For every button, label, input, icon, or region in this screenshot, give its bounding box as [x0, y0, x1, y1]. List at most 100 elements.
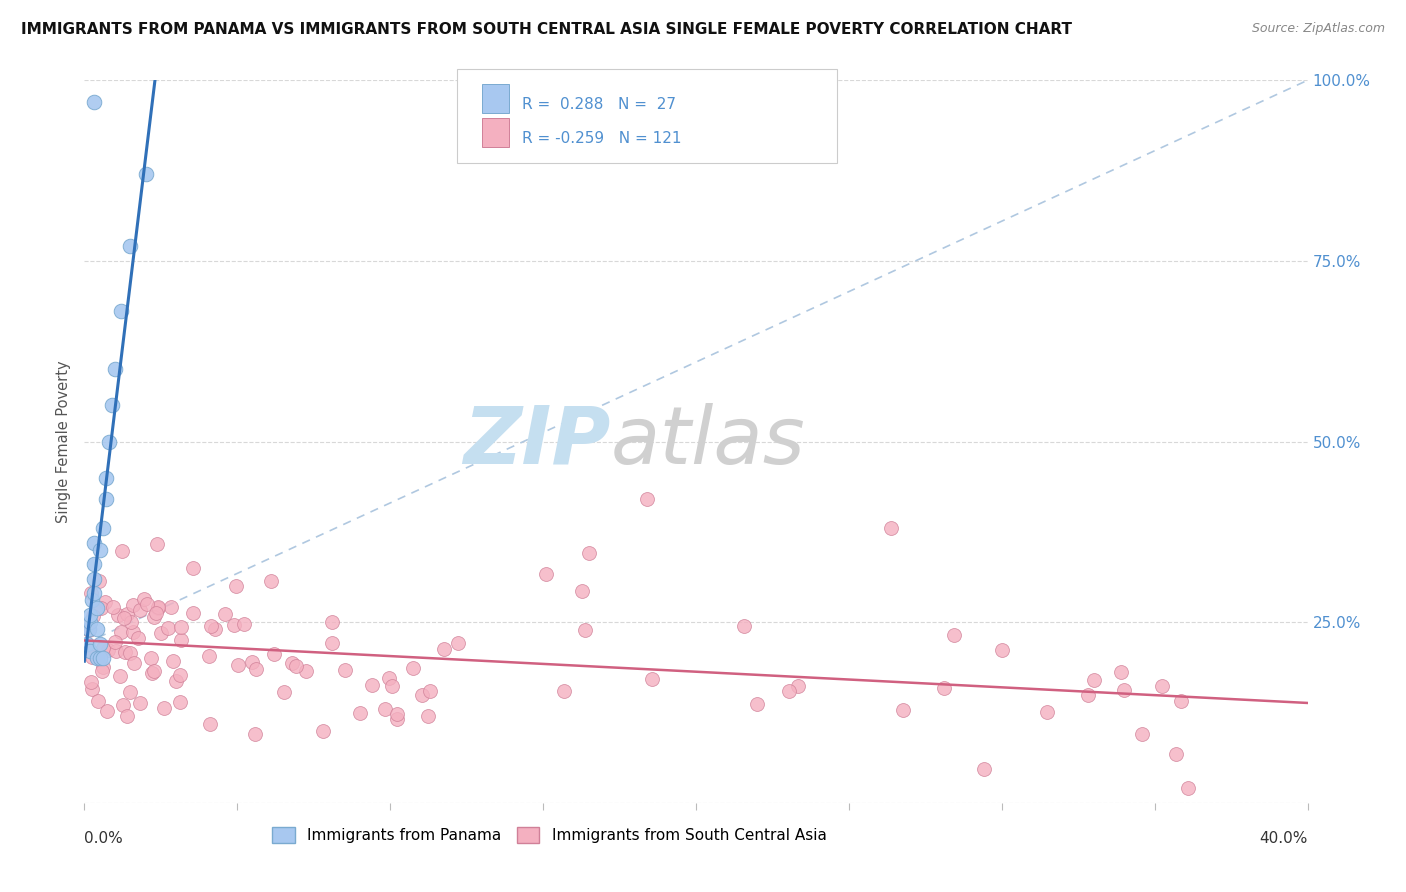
Point [120, 239, 142, 253]
Point [87, 693, 110, 707]
Point [80, 593, 103, 607]
Point [110, 304, 132, 318]
Point [110, 544, 132, 558]
Point [145, 606, 167, 620]
Point [411, 688, 433, 702]
Point [378, 671, 401, 685]
Point [107, 607, 129, 622]
Point [103, 600, 125, 615]
Point [360, 678, 382, 692]
Point [162, 654, 184, 668]
Text: atlas: atlas [610, 402, 806, 481]
Point [891, 703, 914, 717]
Point [1083, 673, 1105, 688]
Point [105, 644, 128, 658]
Point [127, 631, 149, 645]
Point [143, 610, 166, 624]
Point [574, 623, 596, 637]
Point [115, 607, 138, 621]
Point [943, 628, 966, 642]
Point [79, 644, 101, 658]
Point [263, 648, 285, 662]
Point [84, 649, 107, 664]
Point [104, 362, 127, 376]
Point [416, 709, 439, 723]
Point [86, 651, 108, 665]
Text: IMMIGRANTS FROM PANAMA VS IMMIGRANTS FROM SOUTH CENTRAL ASIA SINGLE FEMALE POVER: IMMIGRANTS FROM PANAMA VS IMMIGRANTS FRO… [21, 22, 1073, 37]
Point [1170, 694, 1192, 708]
Point [374, 702, 396, 716]
Point [110, 669, 132, 683]
Point [157, 622, 180, 636]
Point [733, 619, 755, 633]
Point [641, 672, 664, 686]
Point [112, 611, 135, 625]
Point [204, 622, 226, 636]
Point [242, 655, 264, 669]
Point [349, 706, 371, 720]
Point [787, 679, 810, 693]
Point [79, 586, 101, 600]
Point [132, 591, 155, 606]
Point [745, 697, 768, 711]
Point [636, 492, 658, 507]
Point [83, 558, 105, 572]
Point [90, 601, 112, 615]
Point [571, 583, 593, 598]
Point [1177, 781, 1199, 796]
Point [553, 683, 575, 698]
Point [83, 586, 105, 600]
Point [91, 521, 114, 535]
Point [83, 535, 105, 549]
Text: R =  0.288   N =  27: R = 0.288 N = 27 [522, 97, 676, 112]
Point [97, 642, 120, 657]
Point [402, 661, 425, 675]
Point [181, 561, 204, 575]
Point [117, 708, 139, 723]
Point [93, 595, 115, 609]
Point [198, 717, 221, 731]
Point [321, 615, 343, 629]
FancyBboxPatch shape [457, 70, 837, 163]
Point [285, 659, 308, 673]
Point [281, 657, 304, 671]
Point [142, 665, 165, 679]
Point [94, 470, 117, 484]
Point [128, 696, 150, 710]
Point [97, 434, 120, 449]
Point [1130, 727, 1153, 741]
Point [169, 695, 191, 709]
FancyBboxPatch shape [482, 118, 509, 147]
Point [93, 640, 115, 655]
Point [932, 681, 955, 695]
Point [169, 668, 191, 682]
Point [153, 700, 176, 714]
Point [149, 625, 172, 640]
Point [321, 636, 343, 650]
Point [89, 637, 111, 651]
Point [200, 619, 222, 633]
Point [198, 649, 221, 664]
Point [77, 623, 100, 637]
Point [91, 664, 114, 678]
Point [120, 684, 142, 698]
Point [89, 542, 111, 557]
Point [295, 664, 318, 678]
Point [222, 617, 245, 632]
Point [122, 656, 145, 670]
Point [94, 492, 117, 507]
Point [76, 637, 98, 651]
Point [121, 625, 143, 640]
Point [233, 617, 256, 632]
Point [447, 636, 470, 650]
Point [1164, 747, 1187, 761]
Point [333, 663, 356, 677]
Point [181, 607, 204, 621]
Point [135, 167, 157, 181]
Point [86, 600, 108, 615]
Point [778, 684, 800, 698]
Point [79, 607, 101, 622]
Point [96, 704, 118, 718]
Point [1077, 689, 1099, 703]
Point [79, 674, 101, 689]
